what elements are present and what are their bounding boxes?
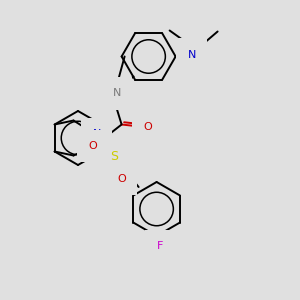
Text: S: S bbox=[111, 151, 119, 164]
Text: N: N bbox=[112, 88, 121, 98]
Text: N: N bbox=[92, 129, 101, 139]
Text: F: F bbox=[156, 241, 163, 251]
Text: O: O bbox=[143, 122, 152, 131]
Text: N: N bbox=[188, 50, 196, 59]
Text: O: O bbox=[117, 174, 126, 184]
Text: O: O bbox=[88, 141, 97, 151]
Text: H: H bbox=[103, 88, 110, 98]
